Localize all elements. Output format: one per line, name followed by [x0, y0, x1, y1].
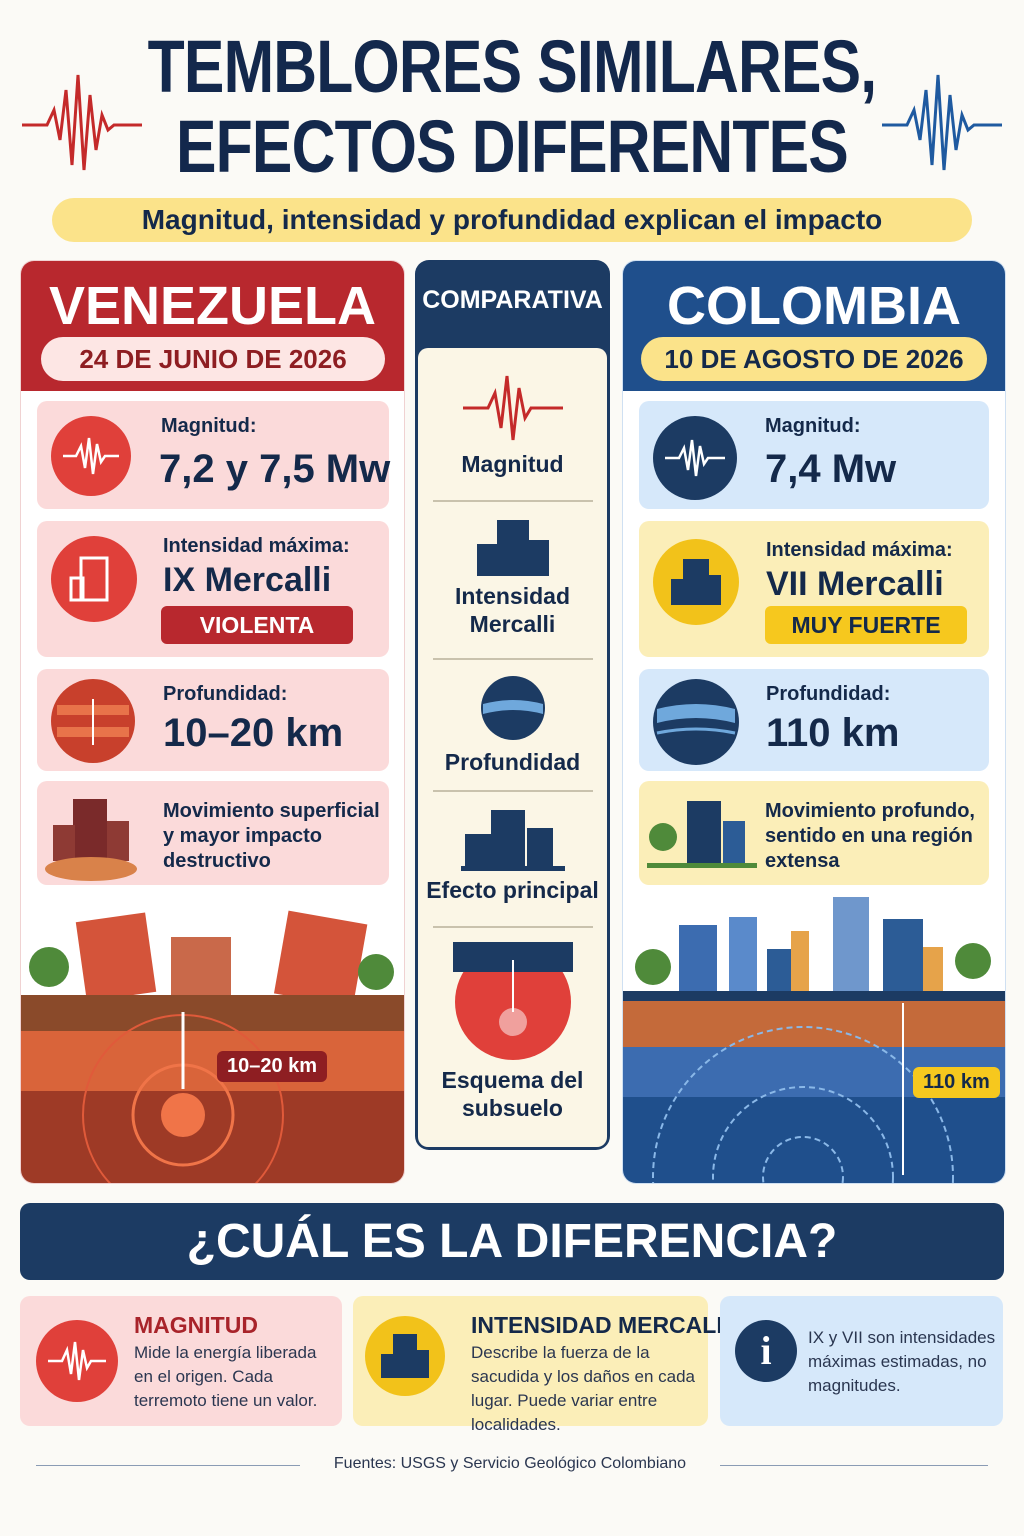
- effect-icon: [45, 799, 137, 881]
- intensity-badge: VIOLENTA: [161, 606, 353, 644]
- depth-icon: [51, 679, 135, 763]
- colombia-panel: COLOMBIA 10 DE AGOSTO DE 2026 Magnitud: …: [622, 260, 1006, 1184]
- effect-text: Movimiento profundo, sentido en una regi…: [765, 800, 975, 872]
- card-icon: [365, 1316, 445, 1396]
- intensity-icon: [653, 539, 739, 625]
- card-icon: [36, 1320, 118, 1402]
- comparison-title: COMPARATIVA: [422, 286, 603, 314]
- footer-rule: [36, 1465, 300, 1466]
- colombia-scene: [623, 897, 1005, 1183]
- country-name: VENEZUELA: [48, 276, 377, 336]
- row-icon: [453, 942, 573, 1060]
- intensity-badge: MUY FUERTE: [765, 606, 967, 644]
- depth-label: Profundidad:: [766, 683, 891, 705]
- card-text: Mide la energía liberada en el origen. C…: [134, 1343, 318, 1410]
- comparison-row: Magnitud: [461, 451, 564, 477]
- scheme-depth-label: 110 km: [913, 1067, 1000, 1098]
- magnitude-icon: [653, 416, 737, 500]
- intensity-icon: [51, 536, 137, 622]
- magnitude-label: Magnitud:: [765, 415, 861, 437]
- card-title: INTENSIDAD MERCALLI: [471, 1312, 737, 1338]
- intensity-value: IX Mercalli: [163, 561, 332, 599]
- scheme-depth-label: 10–20 km: [217, 1051, 328, 1082]
- venezuela-scene: [21, 910, 404, 1183]
- magnitude-value: 7,4 Mw: [765, 447, 897, 491]
- seismo-icon-left: [22, 74, 142, 171]
- separator: [433, 658, 593, 660]
- difference-title: ¿CUÁL ES LA DIFERENCIA?: [20, 1203, 1004, 1280]
- depth-label: Profundidad:: [163, 683, 288, 705]
- comparison-row: Profundidad: [444, 749, 581, 775]
- card-title: MAGNITUD: [134, 1312, 258, 1338]
- magnitude-value: 7,2 y 7,5 Mw: [159, 447, 391, 491]
- comparison-panel: COMPARATIVA Magnitud Intensidad Mercalli…: [415, 260, 610, 1150]
- intensity-label: Intensidad máxima:: [766, 539, 953, 561]
- magnitude-label: Magnitud:: [161, 415, 257, 437]
- seismo-icon-right: [882, 74, 1002, 171]
- row-icon: [477, 520, 549, 576]
- magnitude-icon: [51, 416, 131, 496]
- country-name: COLOMBIA: [667, 276, 961, 336]
- separator: [433, 790, 593, 792]
- intensity-label: Intensidad máxima:: [163, 535, 350, 557]
- comparison-row: Intensidad Mercalli: [454, 583, 570, 637]
- footer-source: Fuentes: USGS y Servicio Geológico Colom…: [333, 1455, 687, 1472]
- comparison-row: Esquema del subsuelo: [441, 1067, 584, 1121]
- title-line: EFECTOS DIFERENTES: [176, 105, 849, 188]
- card-text: IX y VII son intensidades máximas estima…: [808, 1328, 996, 1395]
- separator: [433, 500, 593, 502]
- event-date: 24 DE JUNIO DE 2026: [41, 337, 385, 381]
- row-icon: [461, 810, 565, 871]
- depth-icon: [653, 679, 739, 765]
- separator: [433, 926, 593, 928]
- subtitle: Magnitud, intensidad y profundidad expli…: [52, 198, 972, 242]
- depth-value: 10–20 km: [163, 711, 344, 755]
- title-line: TEMBLORES SIMILARES,: [147, 25, 877, 108]
- card-text: Describe la fuerza de la sacudida y los …: [471, 1343, 695, 1434]
- venezuela-panel: VENEZUELA 24 DE JUNIO DE 2026 Magnitud: …: [20, 260, 405, 1184]
- row-icon: [463, 375, 563, 441]
- event-date: 10 DE AGOSTO DE 2026: [641, 337, 987, 381]
- intensity-value: VII Mercalli: [766, 565, 944, 603]
- info-icon: i: [735, 1320, 797, 1382]
- effect-text: Movimiento superficial y mayor impacto d…: [163, 800, 380, 872]
- row-icon: [481, 676, 545, 740]
- comparison-row: Efecto principal: [426, 877, 599, 903]
- depth-value: 110 km: [766, 711, 900, 755]
- footer-rule: [720, 1465, 988, 1466]
- effect-icon: [647, 801, 757, 868]
